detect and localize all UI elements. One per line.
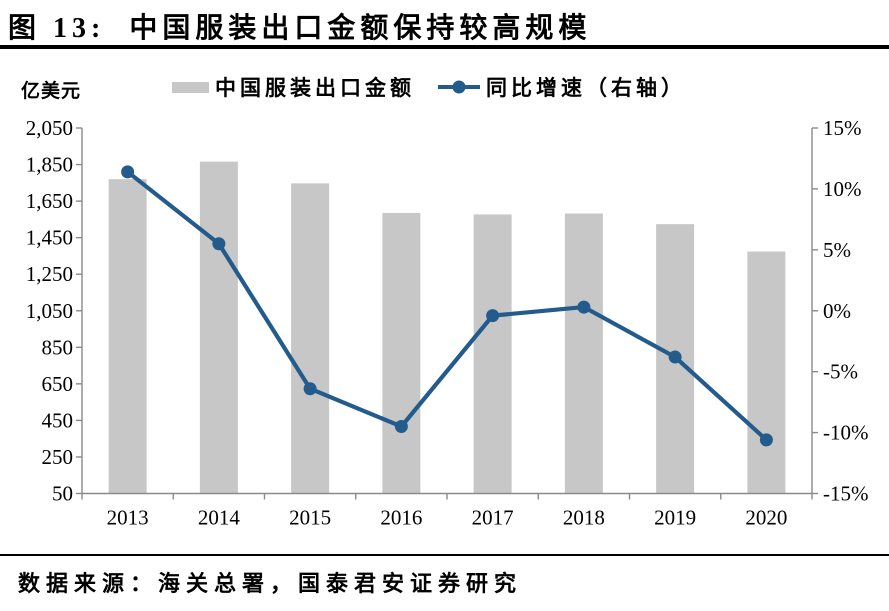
bar-2018 bbox=[564, 213, 603, 494]
right-axis-tick-label: -10% bbox=[823, 421, 869, 445]
chart-canvas: 2,050 1,850 1,650 1,450 1,250 1,050 850 650 450 2… bbox=[26, 116, 869, 530]
bar-2013 bbox=[108, 179, 147, 494]
left-axis-tick-label: 850 bbox=[42, 335, 74, 359]
data-point-2019 bbox=[668, 350, 682, 364]
left-axis-tick-label: 1,050 bbox=[26, 299, 73, 323]
line-series-marker-icon bbox=[438, 80, 480, 94]
footer-rule bbox=[0, 554, 889, 556]
x-axis-tick-label: 2018 bbox=[563, 506, 605, 530]
legend-item-export-value: 中国服装出口金额 bbox=[172, 74, 415, 100]
left-axis-tick-label: 1,850 bbox=[26, 153, 73, 177]
data-source-note: 数据来源：海关总署，国泰君安证券研究 bbox=[18, 571, 523, 596]
right-axis-tick-label: 15% bbox=[823, 116, 862, 140]
data-point-2014 bbox=[212, 237, 226, 251]
left-axis-tick-label: 450 bbox=[42, 408, 74, 432]
right-axis-tick-label: 5% bbox=[823, 238, 851, 262]
left-axis-tick-label: 50 bbox=[52, 482, 73, 506]
bar-2016 bbox=[382, 212, 421, 494]
left-axis-unit-label: 亿美元 bbox=[21, 81, 82, 102]
legend-item-yoy-growth: 同比增速（右轴） bbox=[438, 74, 686, 100]
right-axis-tick-label: 0% bbox=[823, 299, 851, 323]
x-axis-tick-label: 2013 bbox=[107, 506, 149, 530]
right-axis-tick-label: 10% bbox=[823, 177, 862, 201]
line-series-legend-label: 同比增速（右轴） bbox=[486, 76, 686, 100]
bar-2014 bbox=[199, 161, 238, 494]
bar-2017 bbox=[473, 214, 512, 494]
left-axis-tick-label: 1,650 bbox=[26, 189, 73, 213]
chart-title: 图 13: 中国服装出口金额保持较高规模 bbox=[8, 13, 592, 44]
yoy-growth-line bbox=[125, 169, 769, 442]
line-series-dot-icon bbox=[452, 80, 466, 94]
x-axis-tick-label: 2015 bbox=[289, 506, 331, 530]
x-axis-tick-label: 2017 bbox=[472, 506, 514, 530]
data-point-2018 bbox=[577, 300, 591, 314]
left-axis-tick-label: 250 bbox=[42, 445, 74, 469]
x-axis-tick-label: 2020 bbox=[745, 506, 787, 530]
left-axis-tick-label: 1,250 bbox=[26, 262, 73, 286]
left-axis-tick-label: 1,450 bbox=[26, 226, 73, 250]
data-point-2015 bbox=[303, 382, 317, 396]
bar-2015 bbox=[291, 183, 330, 494]
data-point-2020 bbox=[759, 433, 773, 447]
bar-series-swatch-icon bbox=[172, 81, 209, 93]
right-axis-tick-label: -15% bbox=[823, 482, 869, 506]
x-axis-tick-label: 2019 bbox=[654, 506, 696, 530]
bar-series-legend-label: 中国服装出口金额 bbox=[215, 76, 415, 100]
bar-2020 bbox=[747, 251, 786, 494]
data-point-2016 bbox=[394, 419, 408, 433]
data-point-2017 bbox=[486, 309, 500, 323]
data-point-2013 bbox=[121, 165, 135, 179]
x-axis-tick-label: 2016 bbox=[380, 506, 422, 530]
left-axis-tick-label: 2,050 bbox=[26, 116, 73, 140]
left-axis-tick-label: 650 bbox=[42, 372, 74, 396]
x-axis-tick-label: 2014 bbox=[198, 506, 241, 530]
right-axis-tick-label: -5% bbox=[823, 360, 858, 384]
title-underline bbox=[0, 45, 889, 49]
